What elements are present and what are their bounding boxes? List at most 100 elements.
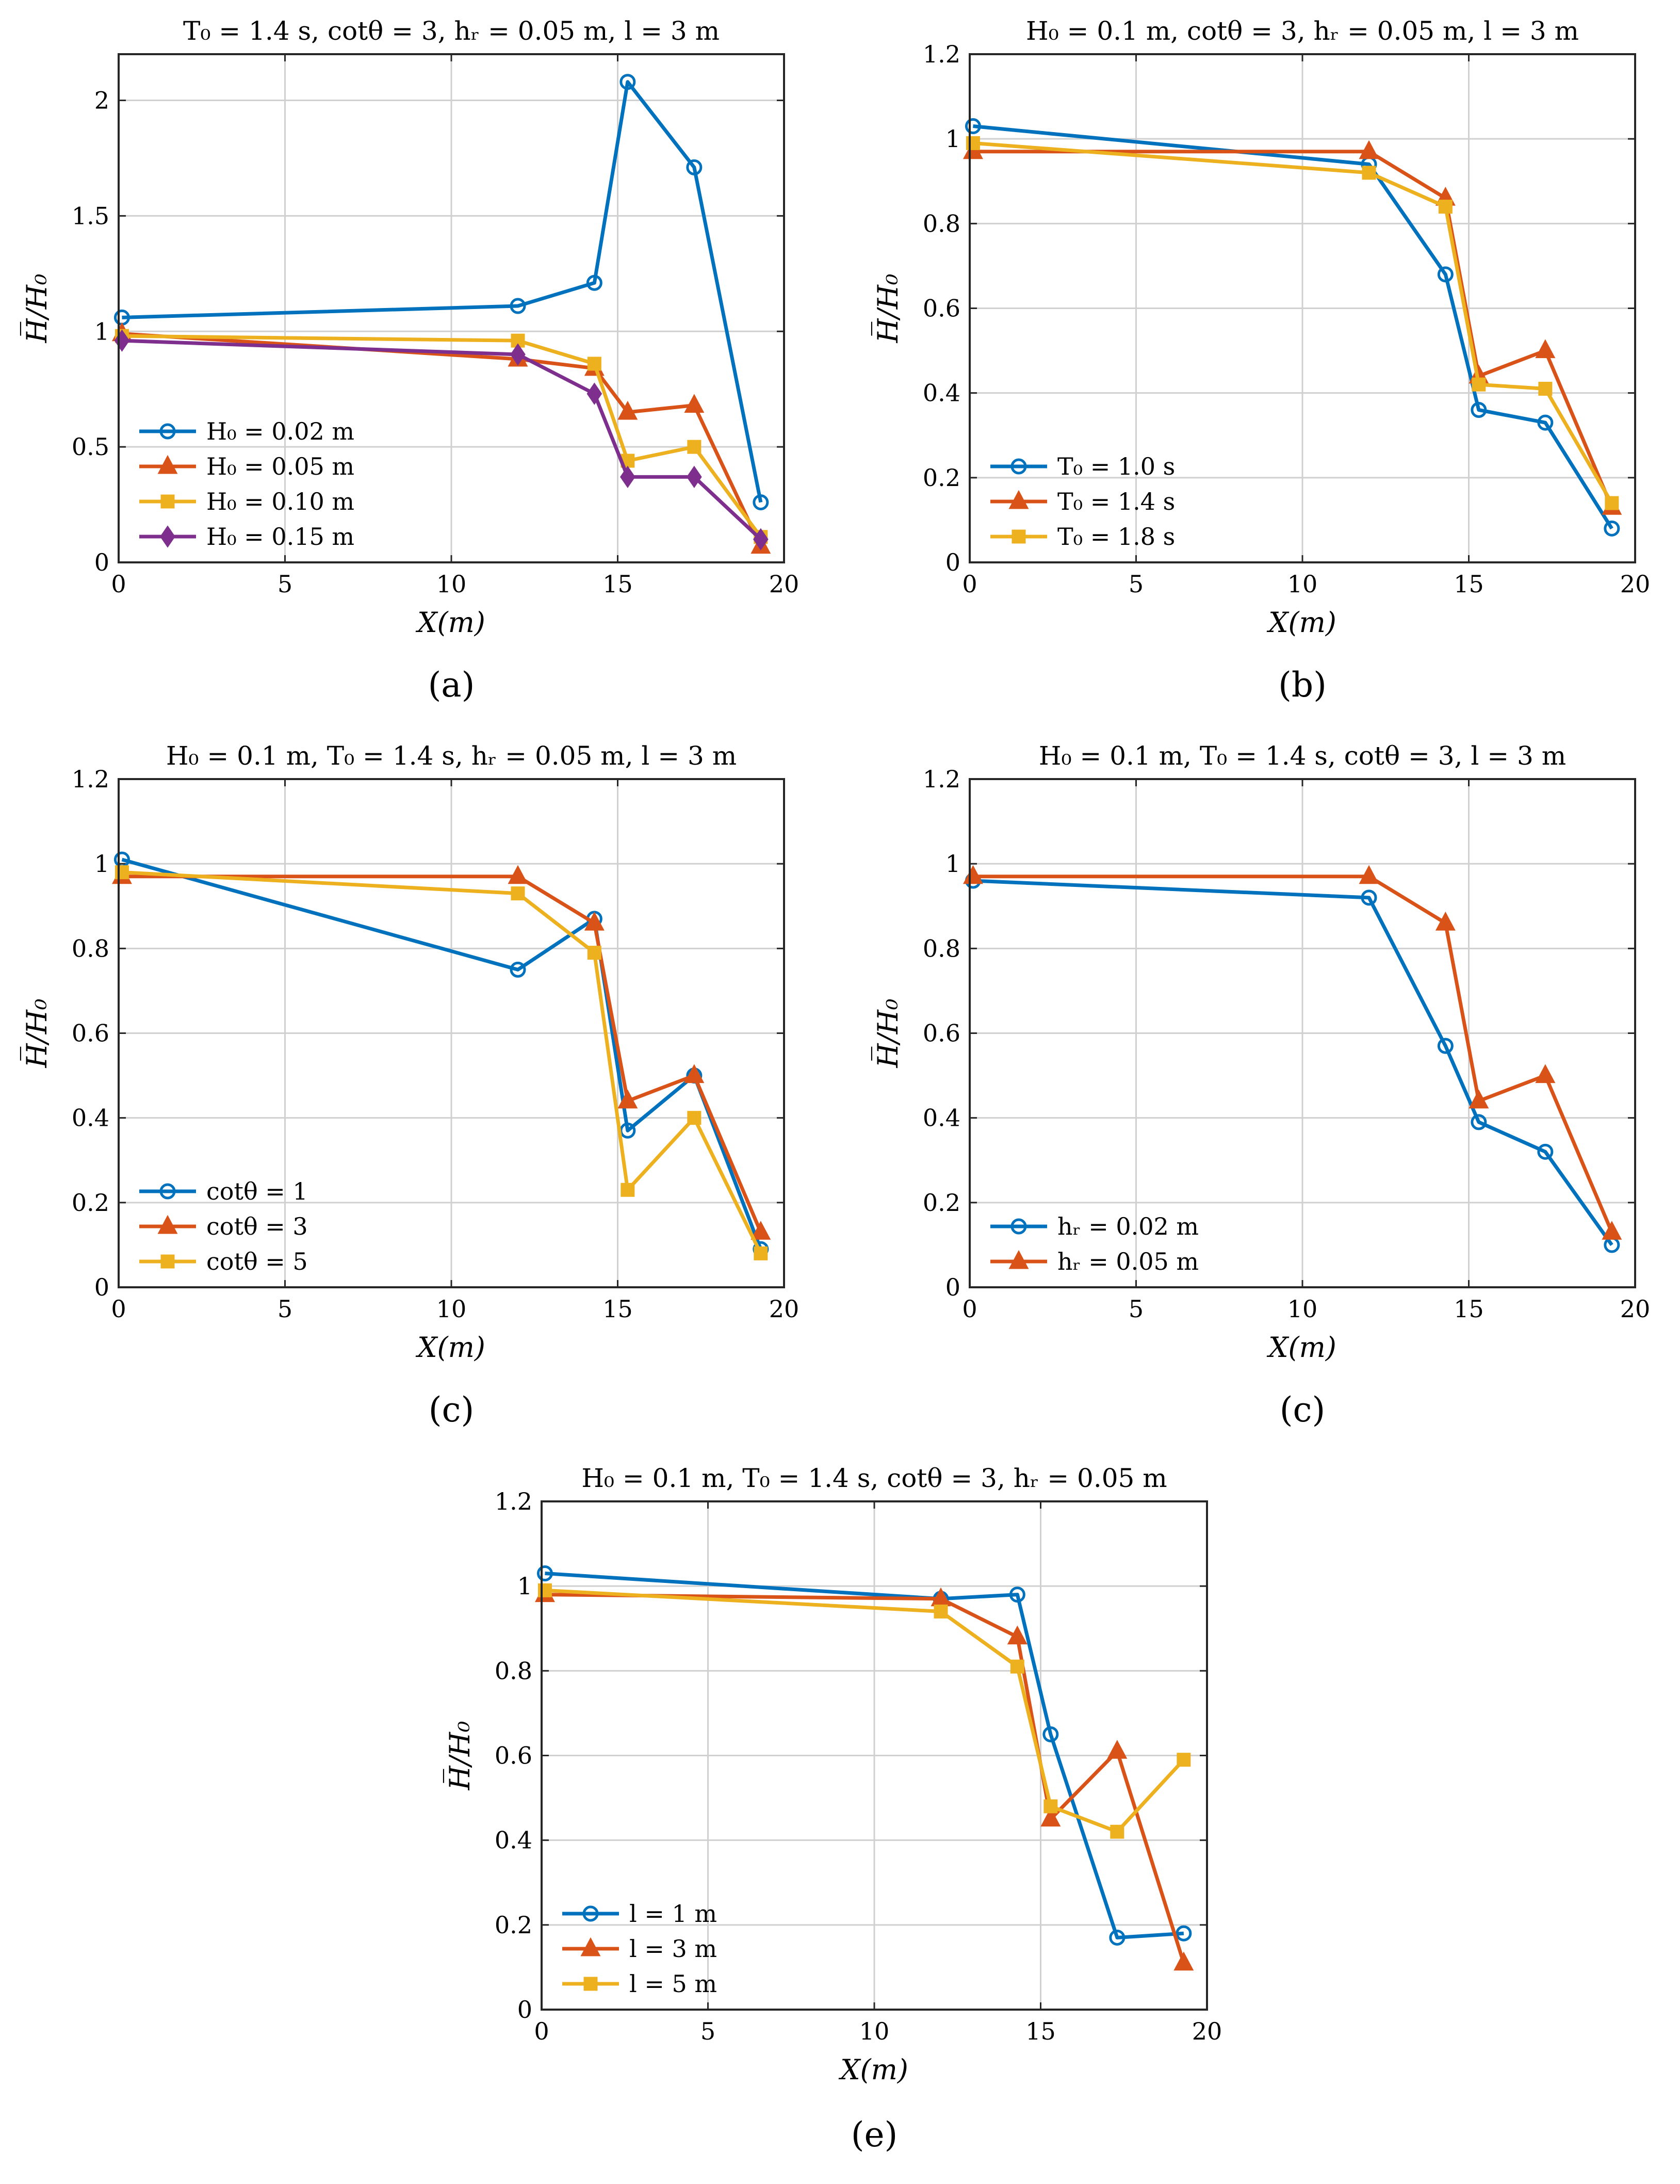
data-point [511,886,525,901]
x-tick-label: 10 [859,2017,890,2045]
data-point [1437,1038,1454,1054]
data-point [1173,1951,1194,1971]
y-tick-label: 0.6 [495,1742,532,1770]
chart-title: H₀ = 0.1 m, T₀ = 1.4 s, cotθ = 3, l = 3 … [1039,741,1566,771]
legend-marker [1010,1218,1027,1235]
data-point [586,382,602,405]
data-point [1043,1799,1058,1814]
legend-entry: l = 5 m [562,1970,717,1998]
legend-entry: H₀ = 0.15 m [139,523,354,551]
y-tick-label: 0.8 [495,1657,532,1685]
legend-entry: H₀ = 0.05 m [139,452,354,480]
data-point [1177,1753,1191,1767]
data-point [536,1565,553,1582]
x-axis-label: X(m) [838,2053,908,2086]
legend-label: T₀ = 1.0 s [1057,452,1175,480]
data-point [1361,889,1377,906]
data-point [1471,1114,1487,1130]
plot-frame [969,53,1636,563]
data-point [1176,1925,1192,1942]
y-axis-label: H̅/H₀ [443,1721,476,1790]
data-point [1359,865,1379,884]
legend-entry: l = 1 m [562,1900,717,1928]
data-point [1042,1726,1059,1742]
legend-marker [160,525,175,548]
data-point [1362,166,1376,180]
y-tick-label: 0.2 [923,1189,960,1217]
data-point [934,1604,948,1619]
legend-label: H₀ = 0.15 m [206,523,354,551]
y-tick-label: 1 [945,125,960,153]
legend-marker [580,1937,601,1956]
plot-frame [541,1500,1208,2011]
x-tick-label: 15 [1025,2017,1056,2045]
legend-marker [582,1905,599,1922]
data-point [1010,1659,1024,1674]
x-tick-label: 5 [278,570,292,598]
legend-entry: T₀ = 1.0 s [990,452,1175,480]
y-tick-label: 0.6 [923,1020,960,1047]
x-tick-label: 0 [962,570,977,598]
y-tick-label: 0 [94,548,109,576]
data-point [620,465,635,488]
data-point [1537,1143,1554,1160]
legend-label: T₀ = 1.4 s [1057,488,1175,515]
series-line-1 [973,879,1613,1246]
plot-frame [118,53,785,563]
data-point [510,961,526,978]
y-tick-label: 1 [94,850,109,878]
series-line-2 [545,1593,1186,1964]
data-point [684,394,705,413]
series-line-1 [973,124,1613,530]
chart-panel-2: 0 5 10 15 20 0 0.2 0.4 0.6 0.8 1 1.2 H₀ = 0.1 m, cot… [871,16,1650,705]
chart-panel-3: 0 5 10 15 20 0 0.2 0.4 0.6 0.8 1 1.2 H₀ = 0.1 m, T₀ … [20,741,799,1430]
plot-frame [969,778,1636,1288]
data-point [687,1111,702,1125]
legend-marker [160,494,175,509]
series-line-3 [122,870,762,1254]
x-tick-label: 5 [278,1295,292,1323]
data-point [586,274,602,291]
plot-frame [118,778,785,1288]
y-tick-label: 1.2 [72,765,109,793]
y-tick-label: 0.8 [923,934,960,962]
chart-title: H₀ = 0.1 m, cotθ = 3, hᵣ = 0.05 m, l = 3… [1026,16,1579,46]
legend-entry: l = 3 m [562,1935,717,1963]
data-point [1435,911,1456,931]
legend-entry: cotθ = 5 [139,1248,308,1275]
legend-label: l = 3 m [629,1935,717,1963]
data-point [510,343,526,366]
x-axis-label: X(m) [415,1331,485,1364]
data-point [617,1089,638,1109]
data-point [1602,1221,1622,1240]
y-tick-label: 1 [945,850,960,878]
y-tick-label: 0.4 [923,379,960,407]
legend-label: l = 5 m [629,1970,717,1998]
x-tick-label: 5 [700,2017,715,2045]
x-tick-label: 0 [962,1295,977,1323]
data-point [617,400,638,420]
series-line-3 [545,1588,1185,1834]
legend-marker [1012,529,1026,544]
legend-label: cotθ = 5 [206,1248,308,1275]
data-point [510,298,526,314]
x-tick-label: 20 [1620,1295,1651,1323]
y-tick-label: 0.2 [495,1911,532,1939]
legend-entry: H₀ = 0.02 m [139,417,354,445]
legend-marker [583,1977,598,1991]
y-tick-label: 2 [94,87,109,115]
legend-label: T₀ = 1.8 s [1057,523,1175,551]
legend-marker [1010,458,1027,475]
data-point [1040,1807,1061,1827]
data-point [1438,200,1453,214]
panel-caption: (a) [428,665,475,705]
x-tick-label: 10 [436,570,467,598]
series-line-2 [122,332,763,547]
data-point [1359,140,1379,159]
data-point [684,1064,705,1083]
chart-title: T₀ = 1.4 s, cotθ = 3, hᵣ = 0.05 m, l = 3… [183,16,720,46]
y-axis-label: H̅/H₀ [20,273,53,343]
x-tick-label: 20 [1192,2017,1222,2045]
data-point [751,1221,771,1240]
